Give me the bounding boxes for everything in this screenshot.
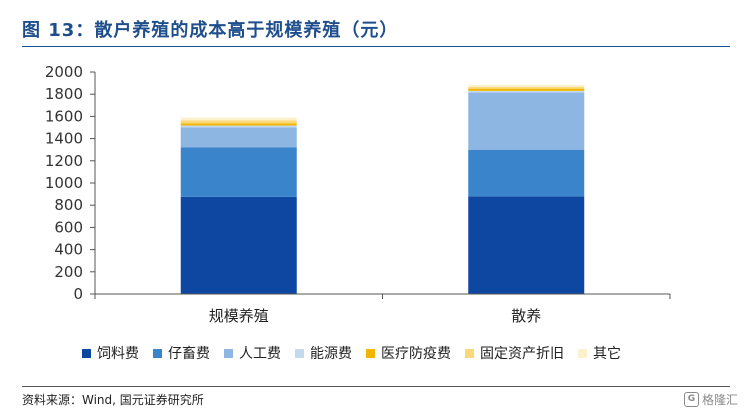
bar-segment-1 — [180, 147, 297, 197]
y-tick-label: 0 — [73, 285, 83, 303]
legend-item: 其它 — [578, 343, 621, 363]
legend-swatch — [295, 348, 304, 358]
bar-segment-2 — [180, 127, 297, 148]
source-divider — [22, 386, 730, 387]
bar-segment-3 — [180, 125, 297, 128]
bar-segment-6 — [180, 117, 297, 121]
legend-swatch — [224, 348, 233, 358]
stacked-bar-chart: 0 200 400 600 800 1000 1200 1400 1600 1800 2000 规模… — [45, 63, 671, 325]
watermark: G 格隆汇 — [683, 391, 738, 408]
y-tick-label: 1400 — [45, 130, 83, 148]
x-category-label: 规模养殖 — [209, 307, 269, 325]
y-tick-label: 400 — [54, 241, 83, 259]
legend-swatch — [153, 348, 162, 358]
legend-label: 固定资产折旧 — [480, 346, 564, 362]
y-tick-label: 2000 — [45, 63, 83, 81]
legend-swatch — [465, 348, 474, 358]
bar-segment-1 — [468, 149, 585, 197]
y-tick-label: 1000 — [45, 174, 83, 192]
bar-segment-3 — [468, 90, 585, 93]
legend-item: 饲料费 — [82, 343, 139, 363]
legend-item: 医疗防疫费 — [366, 343, 451, 363]
bar-segment-4 — [468, 88, 585, 91]
bar-segment-0 — [180, 196, 297, 294]
y-tick-label: 600 — [54, 218, 83, 236]
legend-swatch — [578, 348, 587, 358]
legend-label: 饲料费 — [97, 346, 139, 362]
bars — [180, 84, 585, 294]
chart-title: 图 13：散户养殖的成本高于规模养殖（元） — [22, 20, 399, 41]
y-tick-label: 1600 — [45, 107, 83, 125]
legend-swatch — [366, 348, 375, 358]
legend-swatch — [82, 348, 91, 358]
legend-label: 能源费 — [310, 346, 352, 362]
legend-item: 固定资产折旧 — [465, 343, 564, 363]
legend-item: 能源费 — [295, 343, 352, 363]
x-axis: 规模养殖 散养 — [94, 293, 671, 325]
bar-segment-4 — [180, 123, 297, 126]
legend: 饲料费 仔畜费 人工费 能源费 医疗防疫费 固定资产折旧 其它 — [82, 343, 621, 363]
legend-label: 人工费 — [239, 346, 281, 362]
y-tick-label: 200 — [54, 263, 83, 281]
legend-label: 医疗防疫费 — [381, 346, 451, 362]
bar-segment-2 — [468, 92, 585, 150]
bar-segment-5 — [468, 86, 585, 89]
legend-item: 仔畜费 — [153, 343, 210, 363]
bar-segment-6 — [468, 84, 585, 87]
x-category-label: 散养 — [511, 307, 541, 325]
watermark-text: 格隆汇 — [701, 393, 738, 407]
y-tick-label: 1200 — [45, 152, 83, 170]
watermark-logo-icon: G — [683, 392, 699, 407]
legend-item: 人工费 — [224, 343, 281, 363]
bar-segment-5 — [180, 120, 297, 124]
bar-segment-0 — [468, 196, 585, 294]
source-note: 资料来源：Wind, 国元证券研究所 — [22, 393, 204, 407]
y-axis: 0 200 400 600 800 1000 1200 1400 1600 1800 2000 — [45, 63, 96, 303]
legend-label: 其它 — [593, 346, 621, 362]
y-tick-label: 800 — [54, 196, 83, 214]
y-tick-label: 1800 — [45, 85, 83, 103]
legend-label: 仔畜费 — [168, 346, 210, 362]
title-divider — [22, 46, 730, 47]
